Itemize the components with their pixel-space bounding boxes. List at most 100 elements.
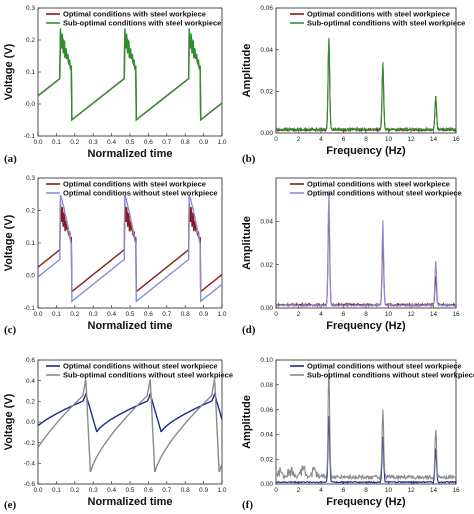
panel-label: (f) xyxy=(242,499,253,511)
x-tick-label: 0.3 xyxy=(89,311,98,318)
x-tick-label: 0 xyxy=(274,487,278,494)
x-axis-label: Normalized time xyxy=(88,148,173,160)
x-tick-label: 16 xyxy=(452,136,460,143)
y-axis-label: Voltage (V) xyxy=(3,393,15,450)
x-tick-label: 0.0 xyxy=(33,139,42,146)
y-tick-label: 0.1 xyxy=(26,240,35,247)
y-tick-label: 0.3 xyxy=(26,5,35,12)
y-tick-label: -0.6 xyxy=(24,481,36,488)
x-tick-label: 8 xyxy=(364,487,368,494)
y-tick-label: 0.2 xyxy=(26,399,35,406)
panel-f: 0 2 4 6 8 10 12 14 16 0.00 0.02 0.04 0.06 0.08 0.10 Fre… xyxy=(241,357,474,511)
x-tick-label: 0.1 xyxy=(52,311,61,318)
x-tick-label: 2 xyxy=(297,136,301,143)
legend-label: Optimal conditions with steel workpiece xyxy=(63,180,206,189)
y-tick-label: 0.0 xyxy=(26,101,35,108)
y-tick-label: 0.06 xyxy=(260,407,273,414)
x-tick-label: 0.8 xyxy=(181,487,190,494)
x-tick-label: 8 xyxy=(364,136,368,143)
y-tick-label: 0.2 xyxy=(26,208,35,215)
x-tick-label: 10 xyxy=(385,487,393,494)
y-tick-label: 0.00 xyxy=(260,481,273,488)
legend-label: Optimal conditions without steel workpie… xyxy=(307,189,462,198)
legend-label: Optimal conditions with steel workpiece xyxy=(307,10,450,19)
y-tick-label: 0.04 xyxy=(260,432,273,439)
y-tick-label: -0.4 xyxy=(24,461,36,468)
x-tick-label: 1.0 xyxy=(217,311,226,318)
x-tick-label: 6 xyxy=(342,487,346,494)
series-line-2 xyxy=(38,194,222,303)
x-axis-label: Frequency (Hz) xyxy=(326,145,406,157)
x-tick-label: 4 xyxy=(319,136,323,143)
legend-label: Optimal conditions without steel workpie… xyxy=(307,362,462,371)
panel-label: (d) xyxy=(242,324,256,336)
y-tick-label: 0.00 xyxy=(260,130,273,137)
series-line-1 xyxy=(38,201,222,293)
series-line-1 xyxy=(38,34,222,122)
x-tick-label: 12 xyxy=(407,311,415,318)
y-tick-label: 0.4 xyxy=(26,378,35,385)
y-axis-label: Voltage (V) xyxy=(3,43,15,100)
x-tick-label: 4 xyxy=(319,487,323,494)
x-tick-label: 10 xyxy=(385,311,393,318)
x-tick-label: 0.2 xyxy=(70,487,79,494)
y-tick-label: -0.2 xyxy=(24,440,36,447)
panel-a: 0.0 0.1 0.2 0.3 0.4 0.5 0.6 0.7 0.8 0.9 1.0-0.10.0… xyxy=(3,5,227,165)
y-tick-label: 0.6 xyxy=(26,357,35,364)
y-tick-label: 0.04 xyxy=(260,219,273,226)
x-tick-label: 0.1 xyxy=(52,139,61,146)
x-tick-label: 0.3 xyxy=(89,487,98,494)
series-line-1 xyxy=(276,209,456,308)
panel-label: (c) xyxy=(4,324,17,336)
x-tick-label: 0.4 xyxy=(107,311,116,318)
series-line-2 xyxy=(276,369,456,481)
y-tick-label: 0.02 xyxy=(260,456,273,463)
legend-label: Sub-optimal conditions without steel wor… xyxy=(307,371,474,380)
x-tick-label: 0.6 xyxy=(144,487,153,494)
x-tick-label: 0.6 xyxy=(144,139,153,146)
x-tick-label: 0.6 xyxy=(144,311,153,318)
panel-label: (b) xyxy=(242,153,256,165)
x-tick-label: 16 xyxy=(452,487,460,494)
x-tick-label: 0.5 xyxy=(125,311,134,318)
x-tick-label: 0.8 xyxy=(181,311,190,318)
x-tick-label: 0.2 xyxy=(70,311,79,318)
x-tick-label: 4 xyxy=(319,311,323,318)
legend-label: Sub-optimal conditions with steel workpi… xyxy=(63,19,221,28)
x-tick-label: 0.7 xyxy=(162,311,171,318)
x-tick-label: 0 xyxy=(274,136,278,143)
legend-label: Optimal conditions with steel workpiece xyxy=(63,10,206,19)
x-axis-label: Normalized time xyxy=(88,320,173,332)
x-axis-label: Frequency (Hz) xyxy=(326,320,406,332)
y-axis-label: Voltage (V) xyxy=(3,214,15,271)
legend-label: Sub-optimal conditions without steel wor… xyxy=(63,371,233,380)
series-line-2 xyxy=(38,379,222,473)
x-tick-label: 0.3 xyxy=(89,139,98,146)
x-tick-label: 12 xyxy=(407,136,415,143)
series-line-2 xyxy=(38,28,222,122)
x-tick-label: 2 xyxy=(297,487,301,494)
x-tick-label: 14 xyxy=(430,487,438,494)
legend-label: Optimal conditions without steel workpie… xyxy=(63,362,218,371)
x-tick-label: 0.8 xyxy=(181,139,190,146)
x-tick-label: 0.7 xyxy=(162,487,171,494)
x-tick-label: 0.5 xyxy=(125,139,134,146)
x-tick-label: 0.4 xyxy=(107,487,116,494)
y-tick-label: 0.06 xyxy=(260,5,273,12)
x-tick-label: 0.0 xyxy=(33,311,42,318)
y-tick-label: 0.10 xyxy=(260,357,273,364)
series-line-2 xyxy=(276,37,456,133)
panel-b: 0 2 4 6 8 10 12 14 16 0.00 0.02 0.04 0.06 Frequency (… xyxy=(241,5,465,165)
series-line-1 xyxy=(276,416,456,484)
x-tick-label: 16 xyxy=(452,311,460,318)
legend-label: Optimal conditions without steel workpie… xyxy=(63,189,218,198)
y-tick-label: 0.1 xyxy=(26,69,35,76)
x-tick-label: 14 xyxy=(430,311,438,318)
x-tick-label: 6 xyxy=(342,311,346,318)
x-tick-label: 0.9 xyxy=(199,311,208,318)
y-tick-label: 0.3 xyxy=(26,175,35,182)
x-tick-label: 0.2 xyxy=(70,139,79,146)
series-line-1 xyxy=(276,40,456,133)
y-axis-label: Amplitude xyxy=(241,216,253,270)
